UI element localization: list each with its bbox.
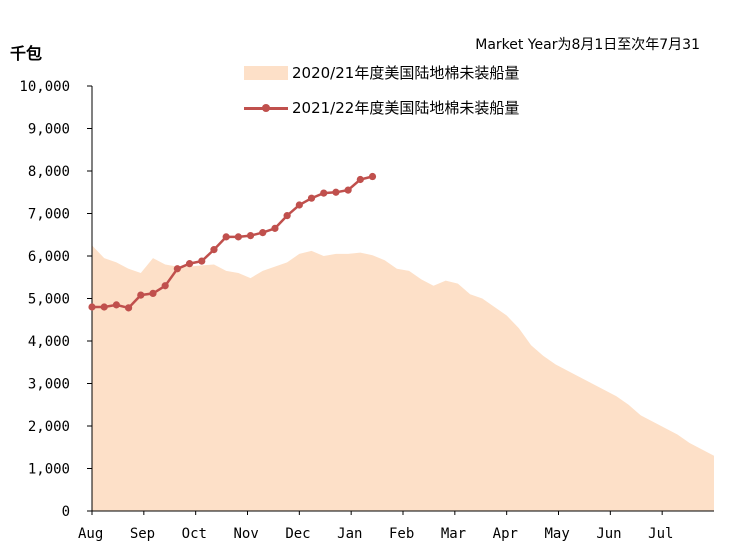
data-point <box>137 291 145 299</box>
y-tick-label: 7,000 <box>28 207 70 223</box>
x-tick-label: Sep <box>130 526 155 542</box>
data-point <box>185 260 194 268</box>
data-point <box>100 303 108 311</box>
y-tick-label: 1,000 <box>28 462 70 478</box>
data-point <box>332 188 340 196</box>
x-tick-label: Jul <box>648 526 673 542</box>
legend-entry-2021-22: 2021/22年度美国陆地棉未装船量 <box>244 97 519 118</box>
x-tick-label: May <box>545 526 570 542</box>
x-tick-label: Aug <box>78 526 103 542</box>
x-tick-label: Nov <box>234 526 259 542</box>
x-tick-label: Feb <box>389 526 414 542</box>
y-tick-label: 10,000 <box>19 79 70 95</box>
data-point <box>112 301 120 309</box>
x-tick-label: Jan <box>337 526 362 542</box>
y-tick-label: 9,000 <box>28 122 70 138</box>
data-point <box>246 232 255 240</box>
data-point <box>320 189 328 197</box>
data-point <box>161 282 169 290</box>
line-series-2021-22 <box>88 172 377 312</box>
y-tick-label: 8,000 <box>28 164 70 180</box>
axes: 0 1,000 2,000 3,000 4,000 5,000 6,000 7,000 8,00… <box>19 79 714 542</box>
data-point <box>198 257 206 265</box>
data-point <box>283 212 291 220</box>
y-axis-unit-label: 千包 <box>10 44 43 63</box>
data-point <box>173 265 181 273</box>
legend-entry-2020-21: 2020/21年度美国陆地棉未装船量 <box>244 62 519 83</box>
y-tick-label: 0 <box>62 504 70 520</box>
data-point <box>149 289 157 297</box>
data-point <box>124 304 133 312</box>
data-point <box>210 246 218 254</box>
legend-label-2021-22: 2021/22年度美国陆地棉未装船量 <box>292 99 520 117</box>
x-tick-label: Apr <box>493 526 518 542</box>
x-tick-label: Dec <box>285 526 310 542</box>
y-tick-label: 3,000 <box>28 377 70 393</box>
y-tick-label: 4,000 <box>28 334 70 350</box>
y-tick-label: 5,000 <box>28 292 70 308</box>
data-point <box>271 224 279 232</box>
area-series-2020-21 <box>92 245 714 511</box>
y-tick-label: 2,000 <box>28 419 70 435</box>
data-point <box>344 186 352 194</box>
x-tick-label: Jun <box>596 526 621 542</box>
legend-line-swatch <box>244 101 288 115</box>
y-tick-label: 6,000 <box>28 249 70 265</box>
market-year-note: Market Year为8月1日至次年7月31 <box>475 37 700 53</box>
legend-label-2020-21: 2020/21年度美国陆地棉未装船量 <box>292 64 520 82</box>
x-tick-label: Mar <box>441 526 466 542</box>
data-point <box>234 233 242 241</box>
area-shape <box>92 245 714 511</box>
legend-area-swatch <box>244 65 288 80</box>
data-point <box>88 303 96 311</box>
data-point <box>222 233 230 241</box>
data-point <box>307 194 316 202</box>
data-point <box>295 201 303 209</box>
x-tick-label: Oct <box>182 526 207 542</box>
data-point <box>259 229 267 237</box>
data-point <box>356 175 364 184</box>
data-point <box>368 172 377 181</box>
